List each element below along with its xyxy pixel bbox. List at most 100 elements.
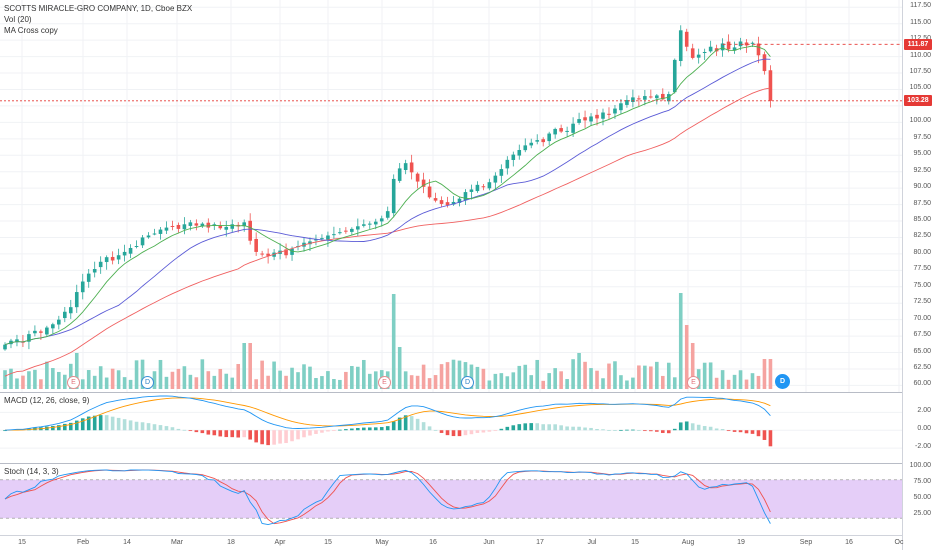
macd-histogram-bar	[517, 424, 522, 431]
candle	[51, 324, 55, 329]
volume-bar	[74, 353, 79, 389]
candle	[475, 184, 480, 192]
stoch-pane[interactable]: Stoch (14, 3, 3)	[0, 464, 902, 534]
volume-indicator-label[interactable]: Vol (20)	[4, 15, 32, 24]
candle	[744, 42, 749, 46]
time-axis-label: 16	[429, 539, 437, 546]
macd-histogram-bar	[242, 430, 246, 438]
macd-histogram-bar	[3, 430, 7, 432]
candle	[463, 192, 468, 201]
candle	[362, 224, 366, 226]
candle	[655, 95, 659, 99]
volume-bar	[762, 359, 767, 389]
macd-histogram-bar	[170, 427, 175, 431]
candle	[338, 232, 342, 234]
volume-bar	[272, 361, 276, 389]
volume-bar	[505, 376, 510, 389]
macd-histogram-bar	[463, 430, 468, 436]
candle	[320, 238, 324, 240]
volume-bar	[684, 325, 689, 389]
candle	[57, 319, 61, 325]
ma-indicator-label[interactable]: MA Cross copy	[4, 26, 58, 35]
volume-bar	[666, 362, 671, 389]
pane-divider[interactable]	[0, 392, 932, 393]
volume-bar	[367, 373, 372, 389]
price-chart-pane[interactable]: SCOTTS MIRACLE-GRO COMPANY, 1D, Cboe BZX…	[0, 0, 902, 392]
price-chart[interactable]	[0, 0, 902, 392]
macd-histogram-bar	[445, 430, 450, 436]
volume-bar	[439, 364, 444, 389]
price-axis-tick: 72.50	[913, 298, 931, 306]
candle	[433, 198, 438, 201]
stoch-axis-tick: 100.00	[909, 462, 931, 469]
ma-mid-line	[4, 58, 771, 346]
candle	[176, 224, 181, 229]
volume-bar	[451, 359, 456, 389]
time-axis-label: 14	[123, 539, 131, 546]
price-axis-tick: 117.50	[910, 2, 931, 10]
macd-histogram-bar	[367, 427, 372, 431]
time-axis[interactable]: 15 Feb 14 Mar 18 Apr 15 May 16 Jun 17 Jul 15 Aug 19 Sep…	[0, 535, 903, 551]
symbol-title[interactable]: SCOTTS MIRACLE-GRO COMPANY, 1D, Cboe BZX	[4, 4, 193, 13]
time-axis-label: Aug	[681, 539, 695, 546]
volume-bar	[15, 378, 19, 389]
volume-bar	[433, 375, 438, 389]
candle	[356, 226, 360, 230]
macd-histogram-bar	[86, 416, 91, 431]
macd-histogram-bar	[756, 430, 761, 437]
price-axis-tick: 85.00	[913, 216, 931, 224]
time-axis-label: 15	[324, 539, 332, 546]
time-axis-label: Apr	[274, 539, 286, 546]
earnings-badge: E	[687, 376, 700, 389]
macd-histogram-bar	[702, 426, 707, 431]
price-axis[interactable]: 117.50115.00112.50110.00107.50105.00102.…	[902, 0, 932, 550]
candle	[128, 247, 133, 254]
volume-bar	[571, 359, 575, 389]
macd-histogram-bar	[661, 430, 665, 433]
macd-chart[interactable]	[0, 393, 902, 463]
volume-bar	[631, 377, 635, 389]
macd-histogram-bar	[104, 415, 109, 431]
candle	[756, 43, 761, 56]
macd-histogram-bar	[344, 429, 348, 431]
candle	[547, 133, 551, 142]
volume-bar	[170, 371, 175, 389]
macd-histogram-bar	[164, 426, 169, 431]
volume-bar	[134, 360, 139, 389]
macd-histogram-bar	[230, 430, 235, 438]
macd-histogram-bar	[553, 424, 557, 431]
earnings-badge: E	[378, 376, 391, 389]
dividend-badge: D	[141, 376, 154, 389]
macd-histogram-bar	[457, 430, 462, 437]
macd-histogram-bar	[475, 430, 480, 433]
price-axis-tick: 115.00	[910, 18, 931, 26]
macd-histogram-bar	[762, 430, 767, 440]
macd-histogram-bar	[625, 429, 629, 431]
price-axis-tick: 95.00	[913, 150, 931, 158]
volume-bar	[517, 365, 522, 389]
volume-bar	[21, 375, 25, 389]
volume-bar	[92, 375, 97, 389]
candle	[3, 344, 7, 350]
macd-line	[4, 395, 771, 431]
candle	[188, 222, 193, 226]
time-axis-label: 16	[845, 539, 853, 546]
macd-pane[interactable]: MACD (12, 26, close, 9)	[0, 393, 902, 463]
stoch-indicator-label[interactable]: Stoch (14, 3, 3)	[4, 467, 59, 476]
pane-divider[interactable]	[0, 463, 932, 464]
stoch-chart[interactable]	[0, 464, 902, 534]
volume-bar	[158, 359, 163, 389]
volume-bar	[27, 371, 31, 389]
volume-bar	[463, 362, 468, 389]
candle	[63, 311, 67, 319]
candle	[619, 103, 623, 111]
price-axis-tick: 80.00	[913, 248, 931, 256]
volume-bar	[236, 363, 241, 389]
macd-indicator-label[interactable]: MACD (12, 26, close, 9)	[4, 396, 90, 405]
volume-bar	[403, 371, 408, 389]
candle	[116, 255, 121, 260]
macd-histogram-bar	[68, 422, 73, 431]
volume-bar	[726, 379, 731, 389]
candle	[218, 225, 223, 229]
candle	[122, 251, 127, 256]
